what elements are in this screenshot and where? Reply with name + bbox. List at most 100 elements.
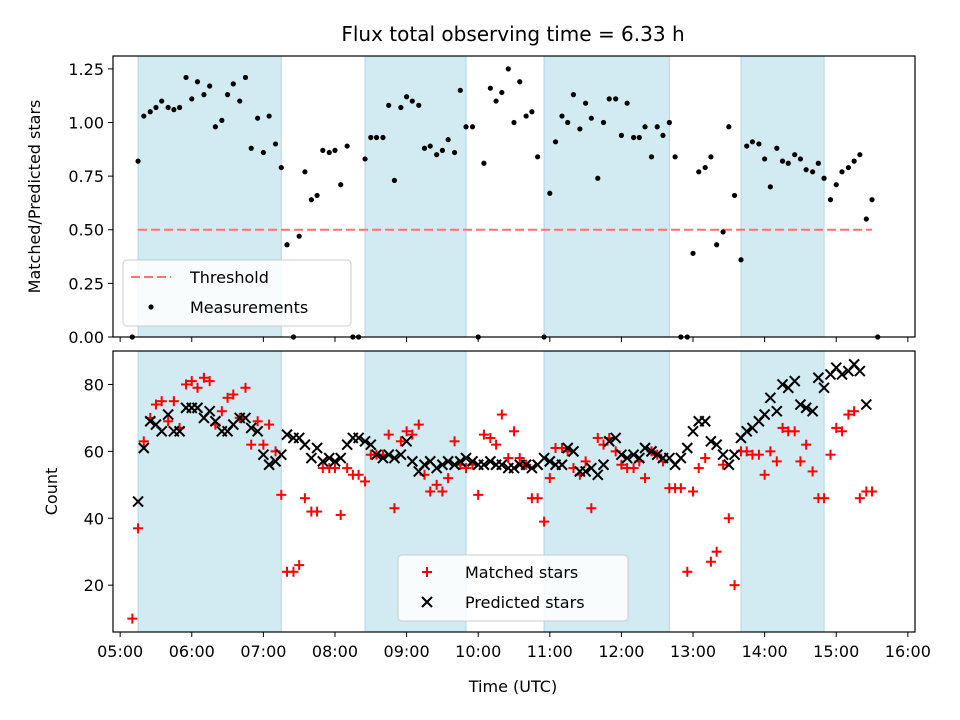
legend: Matched stars Predicted stars [397, 554, 629, 622]
data-point [400, 435, 413, 448]
marker-stroke [705, 435, 717, 448]
data-point [418, 459, 431, 471]
marker-stroke [627, 448, 640, 461]
y-tick-label: 0.25 [68, 274, 104, 293]
data-point [556, 443, 567, 454]
data-point [448, 459, 461, 471]
data-point [714, 242, 720, 248]
data-point [726, 124, 732, 130]
data-point [800, 402, 812, 414]
data-point [788, 375, 801, 387]
data-point [567, 445, 580, 458]
data-point [216, 406, 227, 417]
data-point [505, 66, 511, 72]
data-point [299, 438, 311, 451]
data-point [570, 92, 577, 98]
data-point [538, 452, 550, 464]
data-point [445, 137, 451, 143]
data-point [794, 398, 807, 411]
data-point [849, 406, 860, 417]
data-point [609, 432, 622, 444]
data-point [645, 445, 658, 458]
data-point [744, 143, 750, 149]
data-point [224, 92, 231, 98]
marker-stroke [854, 365, 866, 377]
data-point [869, 197, 875, 203]
data-point [836, 368, 848, 381]
data-point [818, 382, 830, 394]
x-tick-label: 12:00 [598, 642, 644, 661]
data-point [544, 455, 556, 468]
y-axis-label: Count [42, 468, 61, 516]
marker-stroke [741, 425, 753, 437]
data-point [499, 89, 505, 96]
data-point [191, 402, 204, 414]
data-point [266, 113, 272, 119]
data-point [511, 119, 517, 126]
marker-stroke [788, 375, 801, 387]
data-point [627, 448, 640, 461]
marker-stroke [329, 455, 341, 468]
marker-stroke [776, 378, 789, 391]
data-point [556, 459, 568, 471]
x-tick-label: 13:00 [670, 642, 716, 661]
data-point [741, 446, 752, 457]
data-point [762, 156, 768, 162]
data-point [523, 113, 529, 119]
marker-stroke [245, 422, 257, 434]
data-point [132, 495, 144, 508]
marker-stroke [251, 425, 264, 437]
marker-stroke [538, 452, 550, 464]
data-point [863, 216, 869, 222]
data-point [443, 473, 454, 484]
marker-stroke [556, 459, 568, 471]
data-point [403, 94, 410, 100]
marker-stroke [466, 455, 479, 468]
data-point [559, 113, 565, 119]
data-point [825, 449, 836, 460]
data-point [189, 96, 195, 102]
data-point [373, 134, 380, 141]
data-point [335, 509, 346, 520]
data-point [484, 455, 497, 468]
data-point [666, 119, 672, 126]
marker-stroke [836, 368, 848, 381]
marker-stroke [592, 469, 604, 481]
data-point [436, 459, 449, 471]
marker-stroke [639, 442, 651, 454]
data-point [854, 365, 866, 377]
shaded-interval [740, 55, 825, 338]
data-point [827, 197, 834, 203]
data-point [547, 190, 553, 196]
data-point [583, 100, 589, 106]
data-point [615, 448, 628, 461]
data-point [409, 98, 415, 104]
data-point [544, 473, 555, 484]
data-point [807, 466, 818, 477]
data-point [552, 139, 559, 145]
marker-stroke [317, 455, 329, 468]
marker-stroke [460, 452, 472, 464]
data-point [368, 134, 374, 141]
marker-stroke [173, 425, 186, 437]
marker-stroke [293, 432, 305, 444]
data-point [508, 462, 520, 474]
marker-stroke [812, 372, 825, 384]
marker-stroke [675, 452, 687, 464]
data-point [308, 197, 314, 203]
data-point [360, 476, 371, 487]
data-point [636, 134, 642, 141]
marker-stroke [484, 455, 497, 468]
data-point [288, 566, 299, 577]
marker-stroke [597, 459, 610, 471]
marker-stroke [663, 452, 676, 464]
data-point [147, 109, 153, 115]
legend-threshold-label: Threshold [189, 268, 269, 287]
data-point [370, 448, 383, 461]
x-tick-label: 06:00 [169, 642, 215, 661]
legend-matched-label: Matched stars [465, 563, 578, 582]
marker-stroke [687, 425, 699, 437]
data-point [613, 96, 619, 102]
marker-stroke [818, 382, 830, 394]
data-point [276, 489, 287, 500]
